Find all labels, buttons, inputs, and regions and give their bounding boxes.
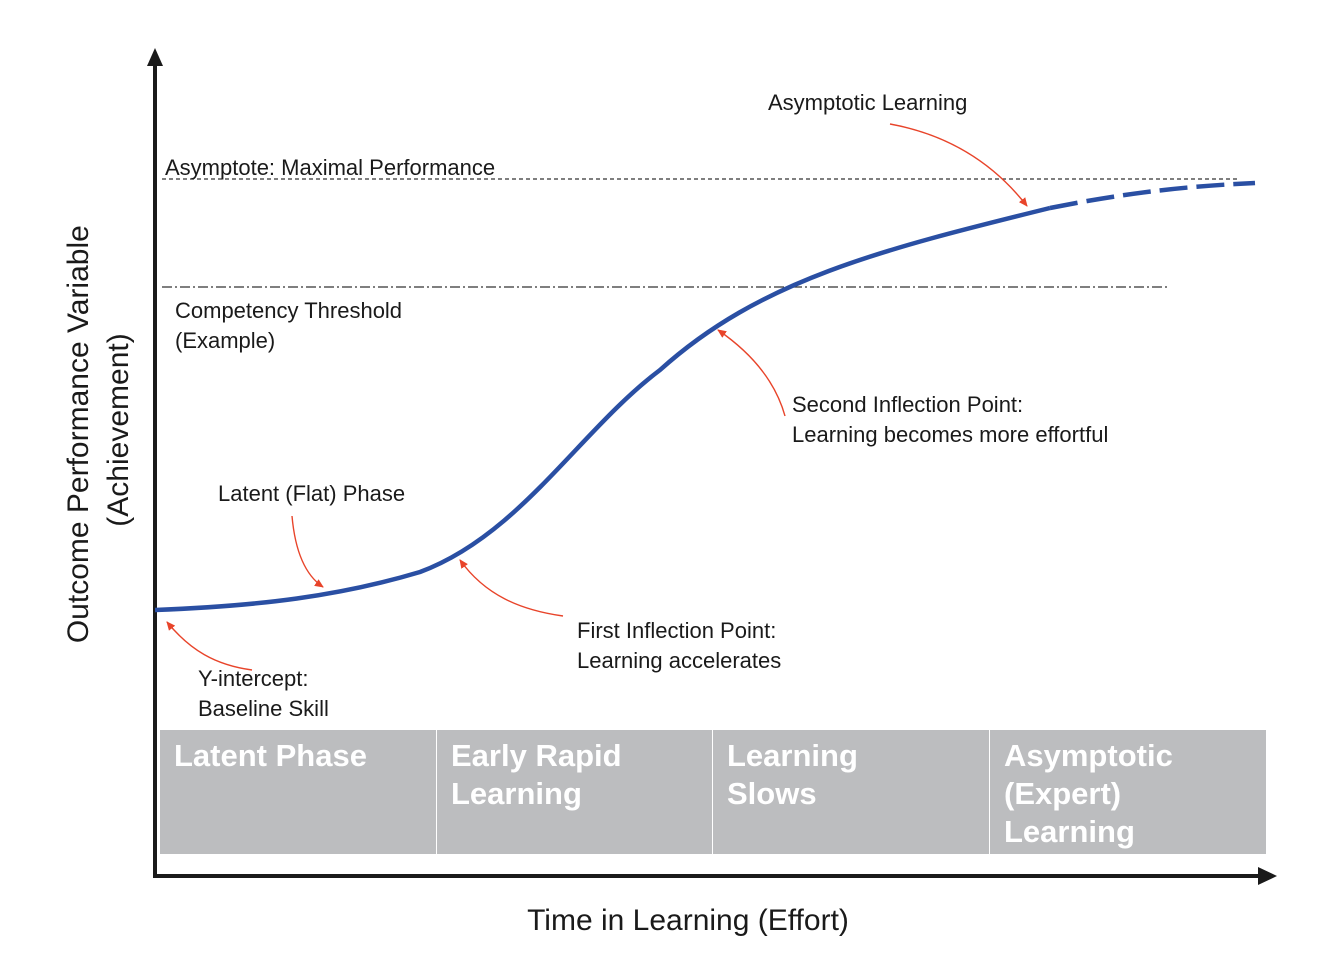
y-axis-arrowhead	[147, 48, 163, 66]
phase-label-early-rapid: Early Rapid Learning	[451, 738, 630, 811]
x-axis-arrowhead	[1258, 867, 1277, 885]
arrow-asymptotic-learning	[889, 123, 1028, 207]
learning-curve-solid	[154, 205, 1051, 613]
asymptote-label: Asymptote: Maximal Performance	[165, 155, 495, 180]
phase-label-slows: Learning Slows	[727, 738, 867, 811]
arrow-latent-phase	[291, 515, 324, 588]
arrow-second-inflection	[717, 329, 786, 417]
asymptotic-learning-label: Asymptotic Learning	[768, 90, 967, 115]
phase-box-latent	[160, 730, 436, 854]
second-inflection-label: Second Inflection Point: Learning become…	[792, 392, 1108, 447]
arrow-first-inflection	[459, 559, 564, 617]
phase-box-early-rapid	[437, 730, 712, 854]
competency-threshold-label: Competency Threshold (Example)	[175, 298, 408, 353]
axes	[147, 48, 1277, 885]
phase-band: Latent Phase Early Rapid Learning Learni…	[160, 730, 1266, 854]
first-inflection-label: First Inflection Point: Learning acceler…	[577, 618, 782, 673]
phase-label-asymptotic: Asymptotic (Expert) Learning	[1004, 738, 1181, 849]
phase-box-slows	[713, 730, 989, 854]
learning-curve-dashed	[1049, 180, 1256, 211]
x-axis-title: Time in Learning (Effort)	[527, 904, 849, 937]
latent-phase-label: Latent (Flat) Phase	[218, 481, 405, 506]
y-intercept-label: Y-intercept: Baseline Skill	[198, 666, 329, 721]
arrow-y-intercept	[166, 621, 253, 671]
y-axis-title: Outcome Performance Variable (Achievemen…	[62, 217, 135, 643]
phase-box-asymptotic	[990, 730, 1266, 854]
phase-label-latent: Latent Phase	[174, 738, 367, 773]
